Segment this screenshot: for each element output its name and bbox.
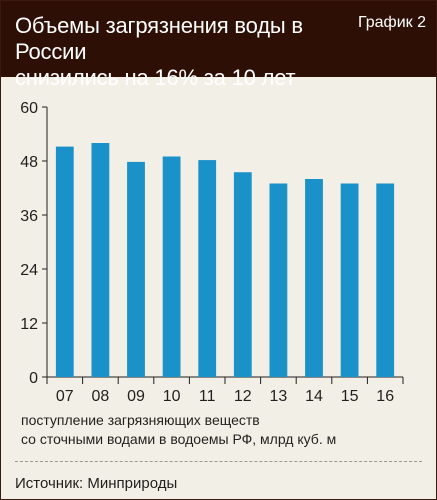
- x-tick-label: 14: [305, 388, 323, 405]
- chart-description-line-1: поступление загрязняющих веществ: [21, 412, 260, 428]
- bar-13: [269, 183, 288, 377]
- chart-description: поступление загрязняющих веществ со сточ…: [21, 411, 421, 449]
- bar-12: [233, 172, 252, 377]
- chart-number-tag: График 2: [357, 14, 426, 31]
- chart-description-line-2: со сточными водами в водоемы РФ, млрд ку…: [21, 431, 337, 447]
- title-banner: Объемы загрязнения воды в России снизили…: [1, 1, 436, 90]
- bar-16: [376, 183, 395, 377]
- bar-08: [91, 143, 110, 377]
- chart-title-line-2: снизились на 16% за 10 лет: [15, 65, 296, 90]
- y-tick-label: 48: [20, 154, 38, 171]
- bar-11: [198, 160, 217, 377]
- y-tick-label: 24: [20, 262, 38, 279]
- x-tick-label: 13: [270, 388, 288, 405]
- x-tick-label: 08: [92, 388, 110, 405]
- x-tick-label: 11: [199, 388, 216, 405]
- bar-10: [162, 156, 181, 377]
- x-tick-label: 07: [56, 388, 74, 405]
- chart-title: Объемы загрязнения воды в России снизили…: [15, 13, 345, 91]
- bar-14: [305, 179, 323, 377]
- chart-title-line-1: Объемы загрязнения воды в России: [15, 13, 303, 64]
- bar-07: [55, 146, 74, 377]
- bar-chart: 0 12 24 36 48 60 07 08 09 10 11 12 13 14 15 16: [20, 100, 404, 405]
- x-tick-label: 12: [234, 388, 252, 405]
- x-tick-label: 10: [163, 388, 181, 405]
- y-tick-label: 36: [20, 208, 38, 225]
- x-tick-label: 16: [376, 388, 394, 405]
- y-tick-label: 12: [20, 316, 38, 333]
- divider: [15, 461, 422, 462]
- bar-15: [340, 183, 359, 377]
- bar-09: [127, 161, 145, 377]
- x-tick-label: 09: [127, 388, 145, 405]
- x-tick-label: 15: [341, 388, 359, 405]
- y-tick-label: 0: [29, 370, 38, 387]
- source-note: Источник: Минприроды: [15, 475, 178, 492]
- y-tick-label: 60: [20, 100, 38, 117]
